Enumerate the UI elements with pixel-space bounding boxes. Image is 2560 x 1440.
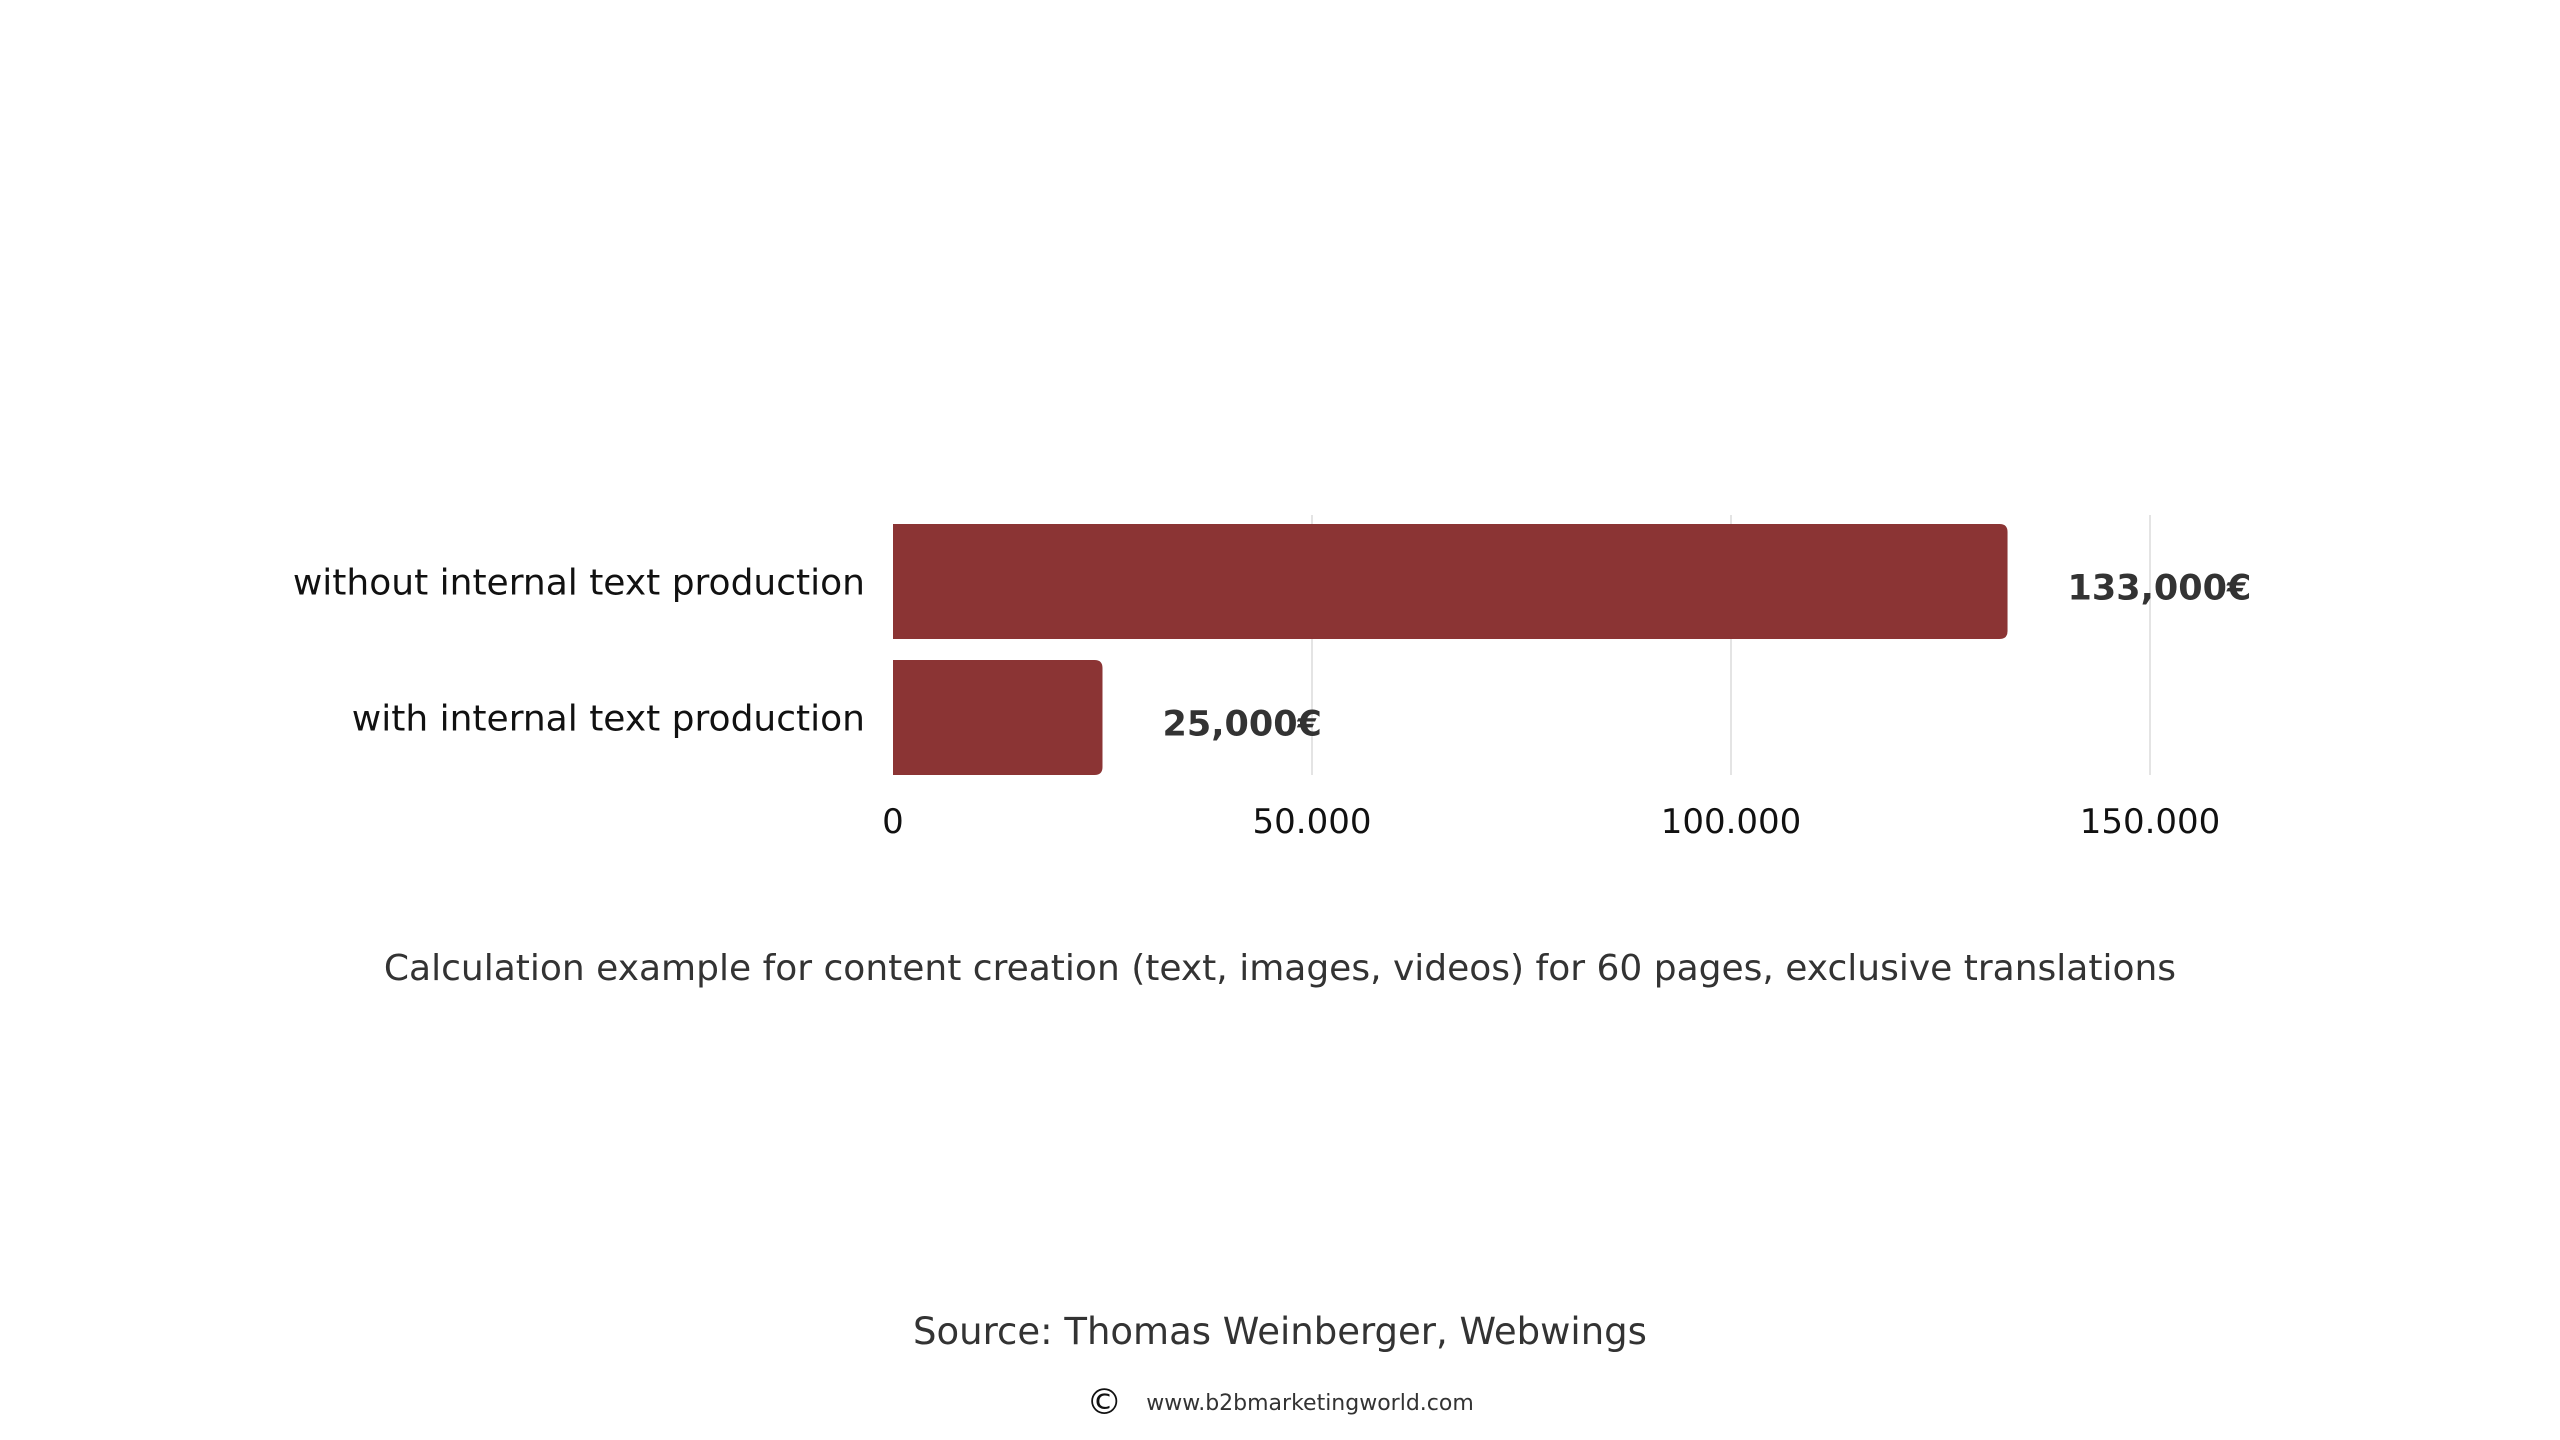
copyright-icon: © bbox=[1086, 1382, 1123, 1423]
website-link[interactable]: www.b2bmarketingworld.com bbox=[1146, 1390, 1474, 1416]
x-tick-label: 0 bbox=[882, 802, 904, 842]
x-tick-label: 100.000 bbox=[1661, 802, 1802, 842]
chart-caption: Calculation example for content creation… bbox=[383, 948, 2177, 989]
footer-credit: © www.b2bmarketingworld.com bbox=[0, 1385, 2560, 1421]
category-label: without internal text production bbox=[293, 563, 865, 604]
bar bbox=[893, 660, 1103, 775]
data-label: 133,000€ bbox=[2068, 569, 2252, 609]
category-label: with internal text production bbox=[352, 699, 865, 740]
bars bbox=[893, 524, 2008, 775]
x-tick-label: 150.000 bbox=[2080, 802, 2221, 842]
labels: 0 50.000 100.000 150.000 without internal te… bbox=[293, 563, 2251, 843]
bar bbox=[893, 524, 2008, 639]
source-note: Source: Thomas Weinberger, Webwings bbox=[913, 1310, 1647, 1353]
x-tick-label: 50.000 bbox=[1253, 802, 1372, 842]
data-label: 25,000€ bbox=[1163, 705, 1322, 745]
